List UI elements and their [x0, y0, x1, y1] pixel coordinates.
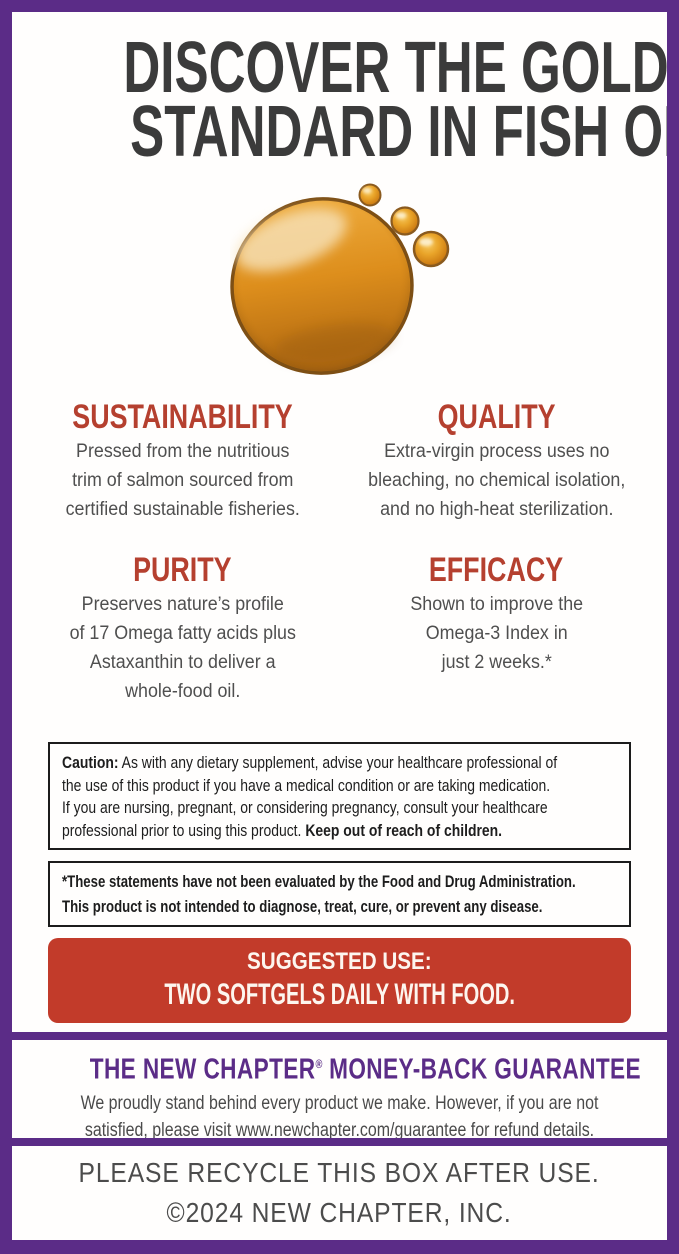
- guarantee-title: THE NEW CHAPTER® MONEY-BACK GUARANTEE: [89, 1053, 642, 1086]
- feature-body: Preserves nature’s profile of 17 Omega fa…: [69, 594, 296, 702]
- caution-line: Caution: As with any dietary supplement,…: [62, 753, 558, 772]
- caution-box: Caution: As with any dietary supplement,…: [48, 742, 631, 850]
- feature-grid: SUSTAINABILITY Pressed from the nutritio…: [12, 399, 667, 706]
- suggested-use-body: TWO SOFTGELS DAILY WITH FOOD.: [164, 978, 515, 1011]
- guarantee-panel: THE NEW CHAPTER® MONEY-BACK GUARANTEE We…: [12, 1040, 667, 1138]
- oil-droplet-graphic: [12, 178, 667, 389]
- footer-panel: PLEASE RECYCLE THIS BOX AFTER USE. ©2024…: [12, 1146, 667, 1240]
- feature-body: Extra-virgin process uses no bleaching, n…: [367, 441, 625, 520]
- recycle-line: PLEASE RECYCLE THIS BOX AFTER USE.: [78, 1157, 601, 1188]
- fda-disclaimer-box: *These statements have not been evaluate…: [48, 861, 631, 927]
- feature-body: Pressed from the nutritious trim of salmo…: [65, 441, 300, 520]
- feature-title: SUSTAINABILITY: [72, 398, 293, 436]
- guarantee-line: We proudly stand behind every product we…: [80, 1092, 599, 1114]
- headline-line-1: DISCOVER THE GOLD: [123, 28, 667, 108]
- feature-purity: PURITY Preserves nature’s profile of 17 O…: [26, 552, 340, 706]
- suggested-use-banner: SUGGESTED USE: TWO SOFTGELS DAILY WITH F…: [48, 938, 631, 1023]
- purple-divider: [12, 1138, 667, 1146]
- fda-line: This product is not intended to diagnose…: [62, 898, 543, 916]
- copyright-line: ©2024 NEW CHAPTER, INC.: [166, 1197, 513, 1228]
- headline: DISCOVER THE GOLD STANDARD IN FISH OIL: [12, 28, 667, 172]
- oil-droplet-icon: [229, 183, 449, 375]
- registered-mark: ®: [315, 1057, 323, 1071]
- caution-line: If you are nursing, pregnant, or conside…: [62, 798, 548, 817]
- guarantee-body: We proudly stand behind every product we…: [12, 1090, 667, 1138]
- feature-title: EFFICACY: [429, 551, 564, 589]
- purple-divider: [12, 1032, 667, 1040]
- caution-line: the use of this product if you have a me…: [62, 775, 551, 795]
- feature-body: Shown to improve the Omega-3 Index in just…: [409, 594, 583, 673]
- suggested-use-title: SUGGESTED USE:: [247, 948, 432, 975]
- feature-quality: QUALITY Extra-virgin process uses no blea…: [340, 399, 654, 524]
- headline-line-2: STANDARD IN FISH OIL: [130, 92, 667, 172]
- caution-line: professional prior to using this product…: [62, 820, 503, 840]
- feature-title: QUALITY: [437, 398, 556, 436]
- feature-efficacy: EFFICACY Shown to improve the Omega-3 Ind…: [340, 552, 654, 706]
- main-panel: DISCOVER THE GOLD STANDARD IN FISH OIL: [12, 12, 667, 1032]
- fda-line: *These statements have not been evaluate…: [62, 873, 576, 891]
- feature-title: PURITY: [133, 551, 233, 589]
- feature-sustainability: SUSTAINABILITY Pressed from the nutritio…: [26, 399, 340, 524]
- guarantee-line: satisfied, please visit www.newchapter.c…: [84, 1119, 595, 1138]
